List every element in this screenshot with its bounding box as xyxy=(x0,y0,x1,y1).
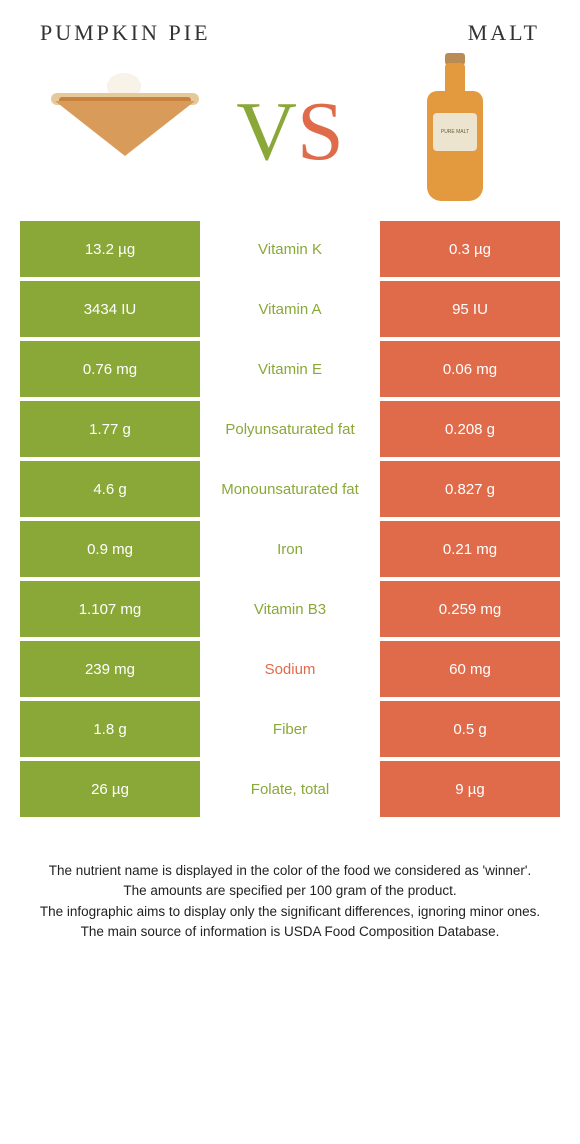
right-value-cell: 60 mg xyxy=(380,641,560,697)
footer-line: The main source of information is USDA F… xyxy=(30,922,550,942)
table-row: 13.2 µgVitamin K0.3 µg xyxy=(20,221,560,277)
table-row: 239 mgSodium60 mg xyxy=(20,641,560,697)
vs-label: VS xyxy=(236,83,343,180)
pumpkin-pie-icon xyxy=(45,71,205,191)
table-row: 26 µgFolate, total9 µg xyxy=(20,761,560,817)
left-value-cell: 0.9 mg xyxy=(20,521,200,577)
nutrient-name-cell: Folate, total xyxy=(200,761,380,817)
right-value-cell: 9 µg xyxy=(380,761,560,817)
left-value-cell: 239 mg xyxy=(20,641,200,697)
left-value-cell: 1.77 g xyxy=(20,401,200,457)
right-value-cell: 0.3 µg xyxy=(380,221,560,277)
nutrient-name-cell: Monounsaturated fat xyxy=(200,461,380,517)
table-row: 1.107 mgVitamin B30.259 mg xyxy=(20,581,560,637)
left-value-cell: 26 µg xyxy=(20,761,200,817)
vs-s: S xyxy=(297,85,344,178)
title-row: PUMPKIN PIE MALT xyxy=(0,0,580,56)
nutrient-name-cell: Fiber xyxy=(200,701,380,757)
left-value-cell: 0.76 mg xyxy=(20,341,200,397)
nutrient-name-cell: Vitamin K xyxy=(200,221,380,277)
table-row: 1.8 gFiber0.5 g xyxy=(20,701,560,757)
right-value-cell: 0.827 g xyxy=(380,461,560,517)
footer-line: The nutrient name is displayed in the co… xyxy=(30,861,550,881)
right-value-cell: 0.208 g xyxy=(380,401,560,457)
footer-line: The amounts are specified per 100 gram o… xyxy=(30,881,550,901)
left-food-title: PUMPKIN PIE xyxy=(40,20,211,46)
nutrient-name-cell: Vitamin A xyxy=(200,281,380,337)
right-value-cell: 0.06 mg xyxy=(380,341,560,397)
right-value-cell: 0.259 mg xyxy=(380,581,560,637)
nutrient-name-cell: Vitamin E xyxy=(200,341,380,397)
right-value-cell: 0.5 g xyxy=(380,701,560,757)
nutrient-name-cell: Polyunsaturated fat xyxy=(200,401,380,457)
left-value-cell: 13.2 µg xyxy=(20,221,200,277)
left-food-image xyxy=(40,66,210,196)
malt-bottle-icon: PURE MALT xyxy=(415,51,495,211)
nutrient-table: 13.2 µgVitamin K0.3 µg3434 IUVitamin A95… xyxy=(20,221,560,817)
vs-v: V xyxy=(236,85,297,178)
footer-line: The infographic aims to display only the… xyxy=(30,902,550,922)
table-row: 3434 IUVitamin A95 IU xyxy=(20,281,560,337)
nutrient-name-cell: Vitamin B3 xyxy=(200,581,380,637)
nutrient-name-cell: Iron xyxy=(200,521,380,577)
left-value-cell: 1.8 g xyxy=(20,701,200,757)
table-row: 4.6 gMonounsaturated fat0.827 g xyxy=(20,461,560,517)
table-row: 0.76 mgVitamin E0.06 mg xyxy=(20,341,560,397)
hero-row: VS PURE MALT xyxy=(0,56,580,221)
left-value-cell: 3434 IU xyxy=(20,281,200,337)
right-value-cell: 0.21 mg xyxy=(380,521,560,577)
footer-notes: The nutrient name is displayed in the co… xyxy=(0,821,580,942)
right-food-image: PURE MALT xyxy=(370,66,540,196)
nutrient-name-cell: Sodium xyxy=(200,641,380,697)
table-row: 0.9 mgIron0.21 mg xyxy=(20,521,560,577)
left-value-cell: 4.6 g xyxy=(20,461,200,517)
right-food-title: MALT xyxy=(468,20,540,46)
infographic-root: PUMPKIN PIE MALT VS PURE MALT 13.2 µgVit… xyxy=(0,0,580,942)
bottle-label-text: PURE MALT xyxy=(433,113,477,151)
table-row: 1.77 gPolyunsaturated fat0.208 g xyxy=(20,401,560,457)
right-value-cell: 95 IU xyxy=(380,281,560,337)
left-value-cell: 1.107 mg xyxy=(20,581,200,637)
